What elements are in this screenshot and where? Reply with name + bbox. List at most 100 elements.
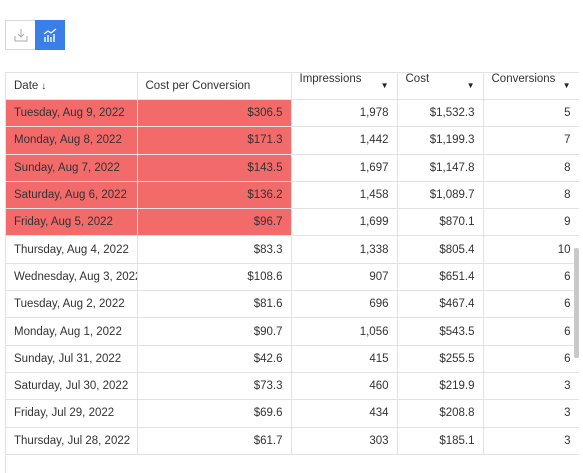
cell-conversions: 3	[483, 427, 579, 455]
cell-impressions: 303	[291, 427, 398, 455]
cell-date: Wednesday, Aug 3, 2022	[6, 263, 138, 292]
cell-cost: $651.4	[397, 263, 484, 292]
cell-date: Monday, Aug 1, 2022	[6, 317, 138, 346]
cell-date: Saturday, Aug 6, 2022	[6, 181, 138, 210]
cell-cost: $208.8	[397, 399, 484, 428]
cell-cost-per-conversion: $306.5	[137, 99, 292, 128]
cell-impressions: 907	[291, 263, 398, 292]
cpc-header-label: Cost per Conversion	[145, 80, 251, 92]
table-row[interactable]: Thursday, Aug 4, 2022 $83.3 1,338 $805.4 10	[6, 235, 579, 264]
conversions-header-label: Conversions	[491, 73, 556, 85]
column-header-impressions[interactable]: Impressions ▼	[291, 73, 398, 100]
cell-date: Thursday, Aug 4, 2022	[6, 235, 138, 264]
cell-date: Monday, Aug 8, 2022	[6, 126, 138, 155]
table-row[interactable]: Tuesday, Aug 9, 2022 $306.5 1,978 $1,532.3 5	[6, 99, 579, 128]
toolbar	[5, 20, 65, 50]
table-row[interactable]: Wednesday, Aug 3, 2022 $108.6 907 $651.4 6	[6, 263, 579, 292]
cell-impressions: 1,442	[291, 126, 398, 155]
cell-date: Saturday, Jul 30, 2022	[6, 372, 138, 401]
table-row[interactable]: Thursday, Jul 28, 2022 $61.7 303 $185.1 3	[6, 427, 579, 455]
cell-cost-per-conversion: $143.5	[137, 154, 292, 182]
cell-conversions: 6	[483, 263, 579, 292]
cell-cost-per-conversion: $42.6	[137, 345, 292, 373]
cell-cost: $467.4	[397, 290, 484, 319]
table-row[interactable]: Friday, Aug 5, 2022 $96.7 1,699 $870.1 9	[6, 208, 579, 237]
cell-cost-per-conversion: $81.6	[137, 290, 292, 319]
cell-cost-per-conversion: $69.6	[137, 399, 292, 428]
cell-cost: $870.1	[397, 208, 484, 237]
table-body: Tuesday, Aug 9, 2022 $306.5 1,978 $1,532.3 5…	[6, 99, 579, 455]
column-header-date[interactable]: Date ↓	[6, 73, 138, 100]
cell-conversions: 10	[483, 235, 579, 264]
cell-impressions: 1,699	[291, 208, 398, 237]
table-row[interactable]: Sunday, Aug 7, 2022 $143.5 1,697 $1,147.8 8	[6, 154, 579, 182]
impressions-header-label: Impressions	[299, 73, 362, 85]
cell-cost-per-conversion: $90.7	[137, 317, 292, 346]
cell-cost-per-conversion: $171.3	[137, 126, 292, 155]
cell-conversions: 8	[483, 181, 579, 210]
cell-date: Sunday, Aug 7, 2022	[6, 154, 138, 182]
cell-cost: $805.4	[397, 235, 484, 264]
cell-conversions: 8	[483, 154, 579, 182]
data-table: Date ↓ Cost per Conversion Impressions ▼ C…	[6, 73, 579, 455]
cell-impressions: 1,458	[291, 181, 398, 210]
cell-cost: $1,147.8	[397, 154, 484, 182]
header-row: Date ↓ Cost per Conversion Impressions ▼ C…	[6, 73, 579, 100]
table-row[interactable]: Saturday, Aug 6, 2022 $136.2 1,458 $1,089.7…	[6, 181, 579, 210]
table-row[interactable]: Monday, Aug 8, 2022 $171.3 1,442 $1,199.3 7	[6, 126, 579, 155]
cell-conversions: 5	[483, 99, 579, 128]
table-row[interactable]: Monday, Aug 1, 2022 $90.7 1,056 $543.5 6	[6, 317, 579, 346]
dropdown-icon[interactable]: ▼	[466, 81, 475, 90]
cell-cost-per-conversion: $61.7	[137, 427, 292, 455]
cell-conversions: 3	[483, 372, 579, 401]
cell-cost-per-conversion: $83.3	[137, 235, 292, 264]
table-row[interactable]: Saturday, Jul 30, 2022 $73.3 460 $219.9 3	[6, 372, 579, 401]
cell-date: Tuesday, Aug 2, 2022	[6, 290, 138, 319]
cost-header-label: Cost	[405, 73, 430, 85]
cell-cost: $219.9	[397, 372, 484, 401]
cell-cost-per-conversion: $108.6	[137, 263, 292, 292]
chart-button[interactable]	[35, 20, 65, 50]
download-button[interactable]	[5, 20, 35, 50]
cell-cost: $185.1	[397, 427, 484, 455]
date-header-label: Date	[14, 80, 39, 92]
cell-conversions: 3	[483, 399, 579, 428]
cell-date: Sunday, Jul 31, 2022	[6, 345, 138, 373]
column-header-conversions[interactable]: Conversions ▼	[483, 73, 579, 100]
table-row[interactable]: Tuesday, Aug 2, 2022 $81.6 696 $467.4 6	[6, 290, 579, 319]
cell-impressions: 1,697	[291, 154, 398, 182]
sort-down-icon: ↓	[41, 81, 47, 92]
cell-impressions: 460	[291, 372, 398, 401]
column-header-cost[interactable]: Cost ▼	[397, 73, 484, 100]
cell-cost: $1,089.7	[397, 181, 484, 210]
cell-impressions: 1,056	[291, 317, 398, 346]
data-table-container: Date ↓ Cost per Conversion Impressions ▼ C…	[5, 72, 579, 473]
dropdown-icon[interactable]: ▼	[380, 81, 389, 90]
cell-impressions: 415	[291, 345, 398, 373]
table-row[interactable]: Sunday, Jul 31, 2022 $42.6 415 $255.5 6	[6, 345, 579, 373]
cell-impressions: 696	[291, 290, 398, 319]
vertical-scrollbar[interactable]	[574, 248, 579, 358]
cell-cost-per-conversion: $136.2	[137, 181, 292, 210]
cell-conversions: 7	[483, 126, 579, 155]
cell-cost: $255.5	[397, 345, 484, 373]
cell-conversions: 9	[483, 208, 579, 237]
cell-date: Friday, Aug 5, 2022	[6, 208, 138, 237]
cell-conversions: 6	[483, 345, 579, 373]
table-row[interactable]: Friday, Jul 29, 2022 $69.6 434 $208.8 3	[6, 399, 579, 428]
cell-cost-per-conversion: $96.7	[137, 208, 292, 237]
cell-conversions: 6	[483, 317, 579, 346]
cell-conversions: 6	[483, 290, 579, 319]
cell-cost-per-conversion: $73.3	[137, 372, 292, 401]
cell-impressions: 1,978	[291, 99, 398, 128]
cell-impressions: 1,338	[291, 235, 398, 264]
cell-cost: $1,199.3	[397, 126, 484, 155]
cell-impressions: 434	[291, 399, 398, 428]
dropdown-icon[interactable]: ▼	[562, 81, 571, 90]
chart-icon	[43, 28, 57, 42]
column-header-cost-per-conversion[interactable]: Cost per Conversion	[137, 73, 292, 100]
cell-cost: $1,532.3	[397, 99, 484, 128]
cell-date: Thursday, Jul 28, 2022	[6, 427, 138, 455]
cell-date: Tuesday, Aug 9, 2022	[6, 99, 138, 128]
cell-cost: $543.5	[397, 317, 484, 346]
